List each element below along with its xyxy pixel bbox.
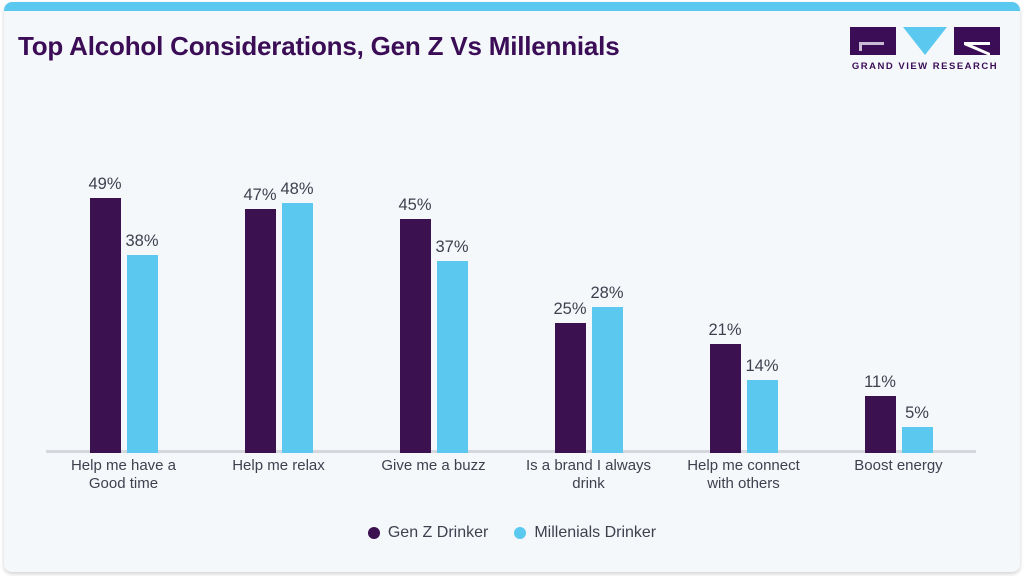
chart-card: Top Alcohol Considerations, Gen Z Vs Mil… [4,2,1020,572]
category-axis-label-line: Give me a buzz [381,457,486,474]
bar-value-label: 38% [125,232,159,251]
bar-group: 25% 28% Is a brand I always drink [511,123,666,492]
chart-header: Top Alcohol Considerations, Gen Z Vs Mil… [4,11,1020,87]
bar-group: 21% 14% Help me connect with others [666,123,821,492]
category-axis-label: Help me connect with others [659,457,829,493]
bar-value-label: 28% [590,284,624,303]
bar-item[interactable]: 48% [280,123,314,453]
bar-rect[interactable] [554,323,586,453]
bar-value-label: 14% [745,357,779,376]
logo-wordmark: GRAND VIEW RESEARCH [851,61,999,72]
bar-rect[interactable] [399,219,431,453]
legend-color-dot-icon [514,527,527,539]
legend-item[interactable]: Gen Z Drinker [367,524,489,542]
bar-group: 45% 37% Give me a buzz [356,123,511,474]
bar-group-bars: 49% 38% [46,123,201,453]
bar-value-label: 11% [864,372,896,391]
bar-chart-plot-area: 49% 38% Help me have a Good time 47% 48% Help … [4,87,1020,492]
bar-group-bars: 21% 14% [666,123,821,453]
category-axis-label: Is a brand I always drink [504,457,674,493]
bar-value-label: 47% [243,185,277,204]
bar-value-label: 21% [708,320,742,339]
bar-value-label: 25% [553,300,587,318]
bar-item[interactable]: 38% [125,123,159,453]
axis-baseline [46,450,976,453]
bar-rect[interactable] [436,260,468,453]
bar-item[interactable]: 14% [745,123,779,453]
bar-item[interactable]: 25% [553,123,587,453]
bar-item[interactable]: 37% [435,123,469,453]
category-axis-label-line: with others [707,475,780,492]
bar-item[interactable]: 47% [243,123,277,453]
accent-top-strip [4,2,1020,11]
bar-rect[interactable] [901,427,933,453]
category-axis-label-line: Help me relax [232,457,325,474]
grand-view-research-logo: GRAND VIEW RESEARCH [850,25,1000,83]
bar-rect[interactable] [746,380,778,453]
chart-legend: Gen Z Drinker Millenials Drinker [4,524,1020,542]
category-axis-label-line: Boost energy [854,457,943,474]
bar-group: 47% 48% Help me relax [201,123,356,474]
bar-value-label: 49% [88,175,122,194]
category-axis-label-line: Help me have a [70,457,177,474]
category-axis-label-line: drink [572,475,605,492]
bar-rect[interactable] [281,203,313,453]
bar-value-label: 45% [398,196,432,214]
bar-item[interactable]: 21% [708,123,742,453]
bar-group-bars: 45% 37% [356,123,511,453]
bar-group: 49% 38% Help me have a Good time [46,123,201,492]
bar-rect[interactable] [89,198,121,453]
bar-item[interactable]: 45% [398,123,432,453]
bar-group-bars: 47% 48% [201,123,356,453]
bar-value-label: 48% [280,180,314,199]
bar-value-label: 5% [905,404,929,422]
legend-label: Millenials Drinker [534,524,657,541]
logo-mark-icon [850,27,1000,56]
category-axis-label: Boost energy [814,457,984,475]
bar-rect[interactable] [244,208,276,453]
bar-item[interactable]: 5% [901,123,933,453]
legend-label: Gen Z Drinker [387,524,489,541]
bar-rect[interactable] [709,343,741,453]
bar-rect[interactable] [864,395,896,453]
bar-value-label: 37% [435,237,469,256]
category-axis-label: Give me a buzz [349,457,519,475]
category-axis-label-line: Is a brand I always [525,457,652,474]
bar-group-bars: 25% 28% [511,123,666,453]
legend-color-dot-icon [367,527,380,539]
category-axis-label-line: Help me connect [687,457,800,474]
bar-item[interactable]: 28% [590,123,624,453]
bar-item[interactable]: 49% [88,123,122,453]
legend-item[interactable]: Millenials Drinker [514,524,656,542]
bar-rect[interactable] [126,255,158,453]
category-axis-label-line: Good time [88,475,159,492]
bar-group: 11% 5% Boost energy [821,123,976,474]
bar-rect[interactable] [591,307,623,453]
bar-group-bars: 11% 5% [821,123,976,453]
category-axis-label: Help me have a Good time [39,457,209,493]
bar-item[interactable]: 11% [864,123,896,453]
page-title: Top Alcohol Considerations, Gen Z Vs Mil… [18,31,620,61]
category-axis-label: Help me relax [194,457,364,475]
